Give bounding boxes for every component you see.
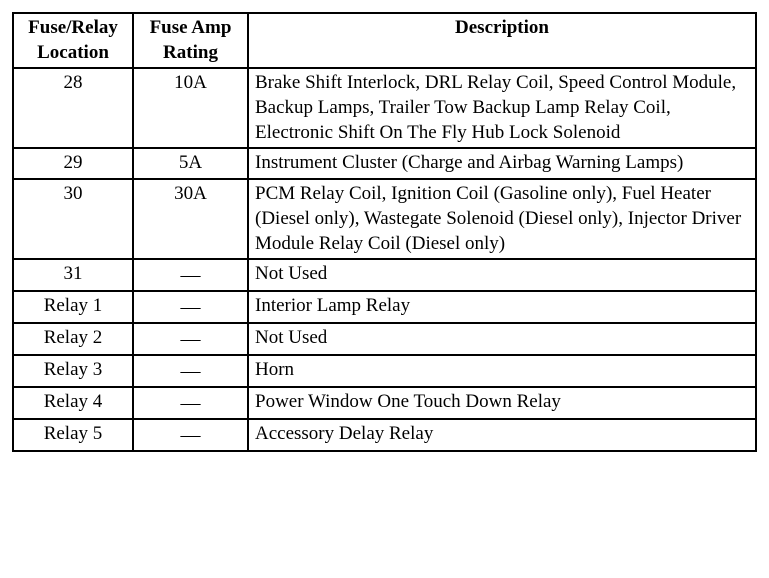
- col-header-location: Fuse/Relay Location: [13, 13, 133, 68]
- cell-rating: —: [133, 419, 248, 451]
- table-row: 30 30A PCM Relay Coil, Ignition Coil (Ga…: [13, 179, 756, 259]
- table-row: Relay 5 — Accessory Delay Relay: [13, 419, 756, 451]
- fuse-relay-table: Fuse/Relay Location Fuse Amp Rating Desc…: [12, 12, 757, 452]
- col-header-rating: Fuse Amp Rating: [133, 13, 248, 68]
- table-row: Relay 1 — Interior Lamp Relay: [13, 291, 756, 323]
- table-row: Relay 2 — Not Used: [13, 323, 756, 355]
- cell-location: Relay 3: [13, 355, 133, 387]
- cell-location: 28: [13, 68, 133, 148]
- cell-location: Relay 1: [13, 291, 133, 323]
- table-row: 28 10A Brake Shift Interlock, DRL Relay …: [13, 68, 756, 148]
- cell-description: PCM Relay Coil, Ignition Coil (Gasoline …: [248, 179, 756, 259]
- table-header-row: Fuse/Relay Location Fuse Amp Rating Desc…: [13, 13, 756, 68]
- cell-location: 29: [13, 148, 133, 179]
- cell-rating: 10A: [133, 68, 248, 148]
- cell-description: Not Used: [248, 259, 756, 291]
- cell-rating: —: [133, 323, 248, 355]
- cell-rating: 30A: [133, 179, 248, 259]
- cell-description: Horn: [248, 355, 756, 387]
- table-row: Relay 3 — Horn: [13, 355, 756, 387]
- cell-description: Power Window One Touch Down Relay: [248, 387, 756, 419]
- cell-location: Relay 4: [13, 387, 133, 419]
- cell-location: Relay 5: [13, 419, 133, 451]
- table-row: 31 — Not Used: [13, 259, 756, 291]
- table-row: Relay 4 — Power Window One Touch Down Re…: [13, 387, 756, 419]
- cell-rating: —: [133, 259, 248, 291]
- cell-location: 30: [13, 179, 133, 259]
- cell-description: Brake Shift Interlock, DRL Relay Coil, S…: [248, 68, 756, 148]
- cell-rating: —: [133, 387, 248, 419]
- cell-description: Not Used: [248, 323, 756, 355]
- cell-description: Interior Lamp Relay: [248, 291, 756, 323]
- table-row: 29 5A Instrument Cluster (Charge and Air…: [13, 148, 756, 179]
- cell-rating: 5A: [133, 148, 248, 179]
- cell-rating: —: [133, 355, 248, 387]
- cell-description: Instrument Cluster (Charge and Airbag Wa…: [248, 148, 756, 179]
- col-header-description: Description: [248, 13, 756, 68]
- cell-description: Accessory Delay Relay: [248, 419, 756, 451]
- cell-location: 31: [13, 259, 133, 291]
- cell-rating: —: [133, 291, 248, 323]
- cell-location: Relay 2: [13, 323, 133, 355]
